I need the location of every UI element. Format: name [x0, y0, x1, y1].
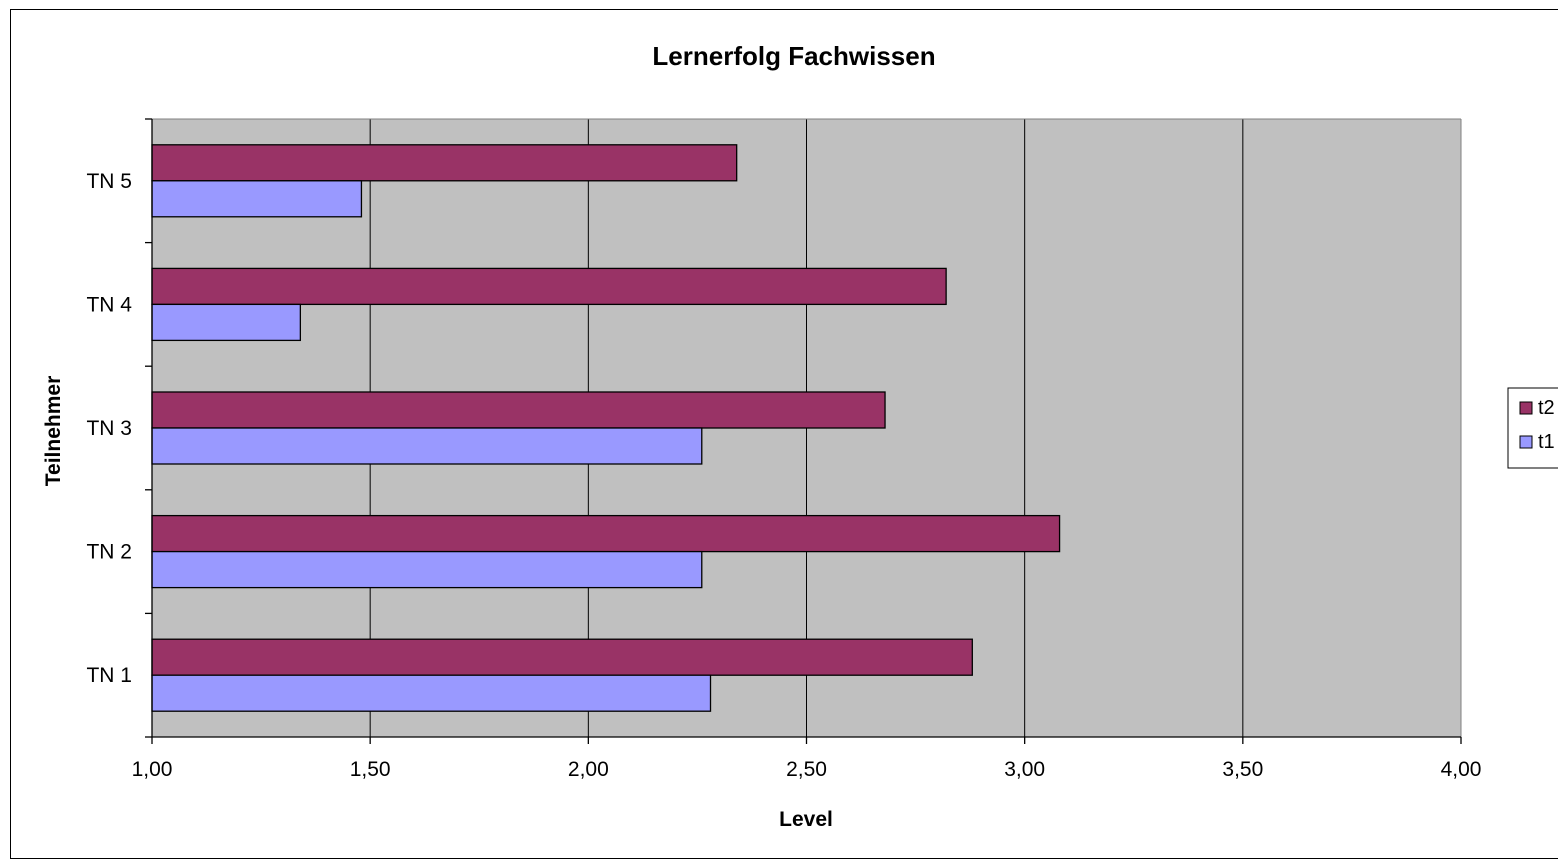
y-axis: TN 1 TN 2 TN 3 TN 4 TN 5: [86, 118, 152, 738]
legend-box: [1507, 387, 1558, 469]
bar-t2-tn1: [151, 638, 973, 676]
plot-area: [151, 118, 1462, 738]
legend-label-t2: t2: [1538, 397, 1555, 419]
legend-label-t1: t1: [1538, 431, 1555, 453]
bar-t1-tn2: [151, 550, 703, 589]
legend: t2 t1: [1507, 387, 1558, 469]
bar-t2-tn3: [151, 391, 886, 429]
x-tick-label: 3,00: [1004, 758, 1045, 781]
x-tick-label: 4,00: [1441, 758, 1482, 781]
bar-t2-tn4: [151, 267, 947, 306]
x-tick-label: 1,50: [350, 758, 391, 781]
x-tick-label: 2,50: [786, 758, 827, 781]
legend-swatch-t2: [1519, 401, 1533, 415]
bar-t2-tn2: [151, 514, 1061, 553]
x-axis-title: Level: [779, 808, 833, 831]
y-tick-label: TN 1: [86, 664, 132, 687]
bar-t2-tn5: [151, 144, 738, 182]
bar-t1-tn4: [151, 303, 302, 342]
y-tick-label: TN 3: [86, 417, 132, 440]
bar-t1-tn1: [151, 674, 712, 712]
y-tick-label: TN 5: [86, 170, 132, 193]
x-tick-label: 2,00: [568, 758, 609, 781]
legend-swatch-t1: [1519, 435, 1533, 449]
x-axis: 1,00 1,50 2,00 2,50 3,00 3,50 4,00: [132, 737, 1482, 781]
chart-title: Lernerfolg Fachwissen: [652, 41, 935, 71]
y-axis-title: Teilnehmer: [42, 376, 65, 486]
bar-t1-tn5: [151, 180, 363, 218]
x-tick-label: 1,00: [132, 758, 173, 781]
y-tick-label: TN 4: [86, 293, 132, 316]
y-tick-label: TN 2: [86, 541, 132, 564]
bar-t1-tn3: [151, 427, 703, 465]
x-tick-label: 3,50: [1222, 758, 1263, 781]
